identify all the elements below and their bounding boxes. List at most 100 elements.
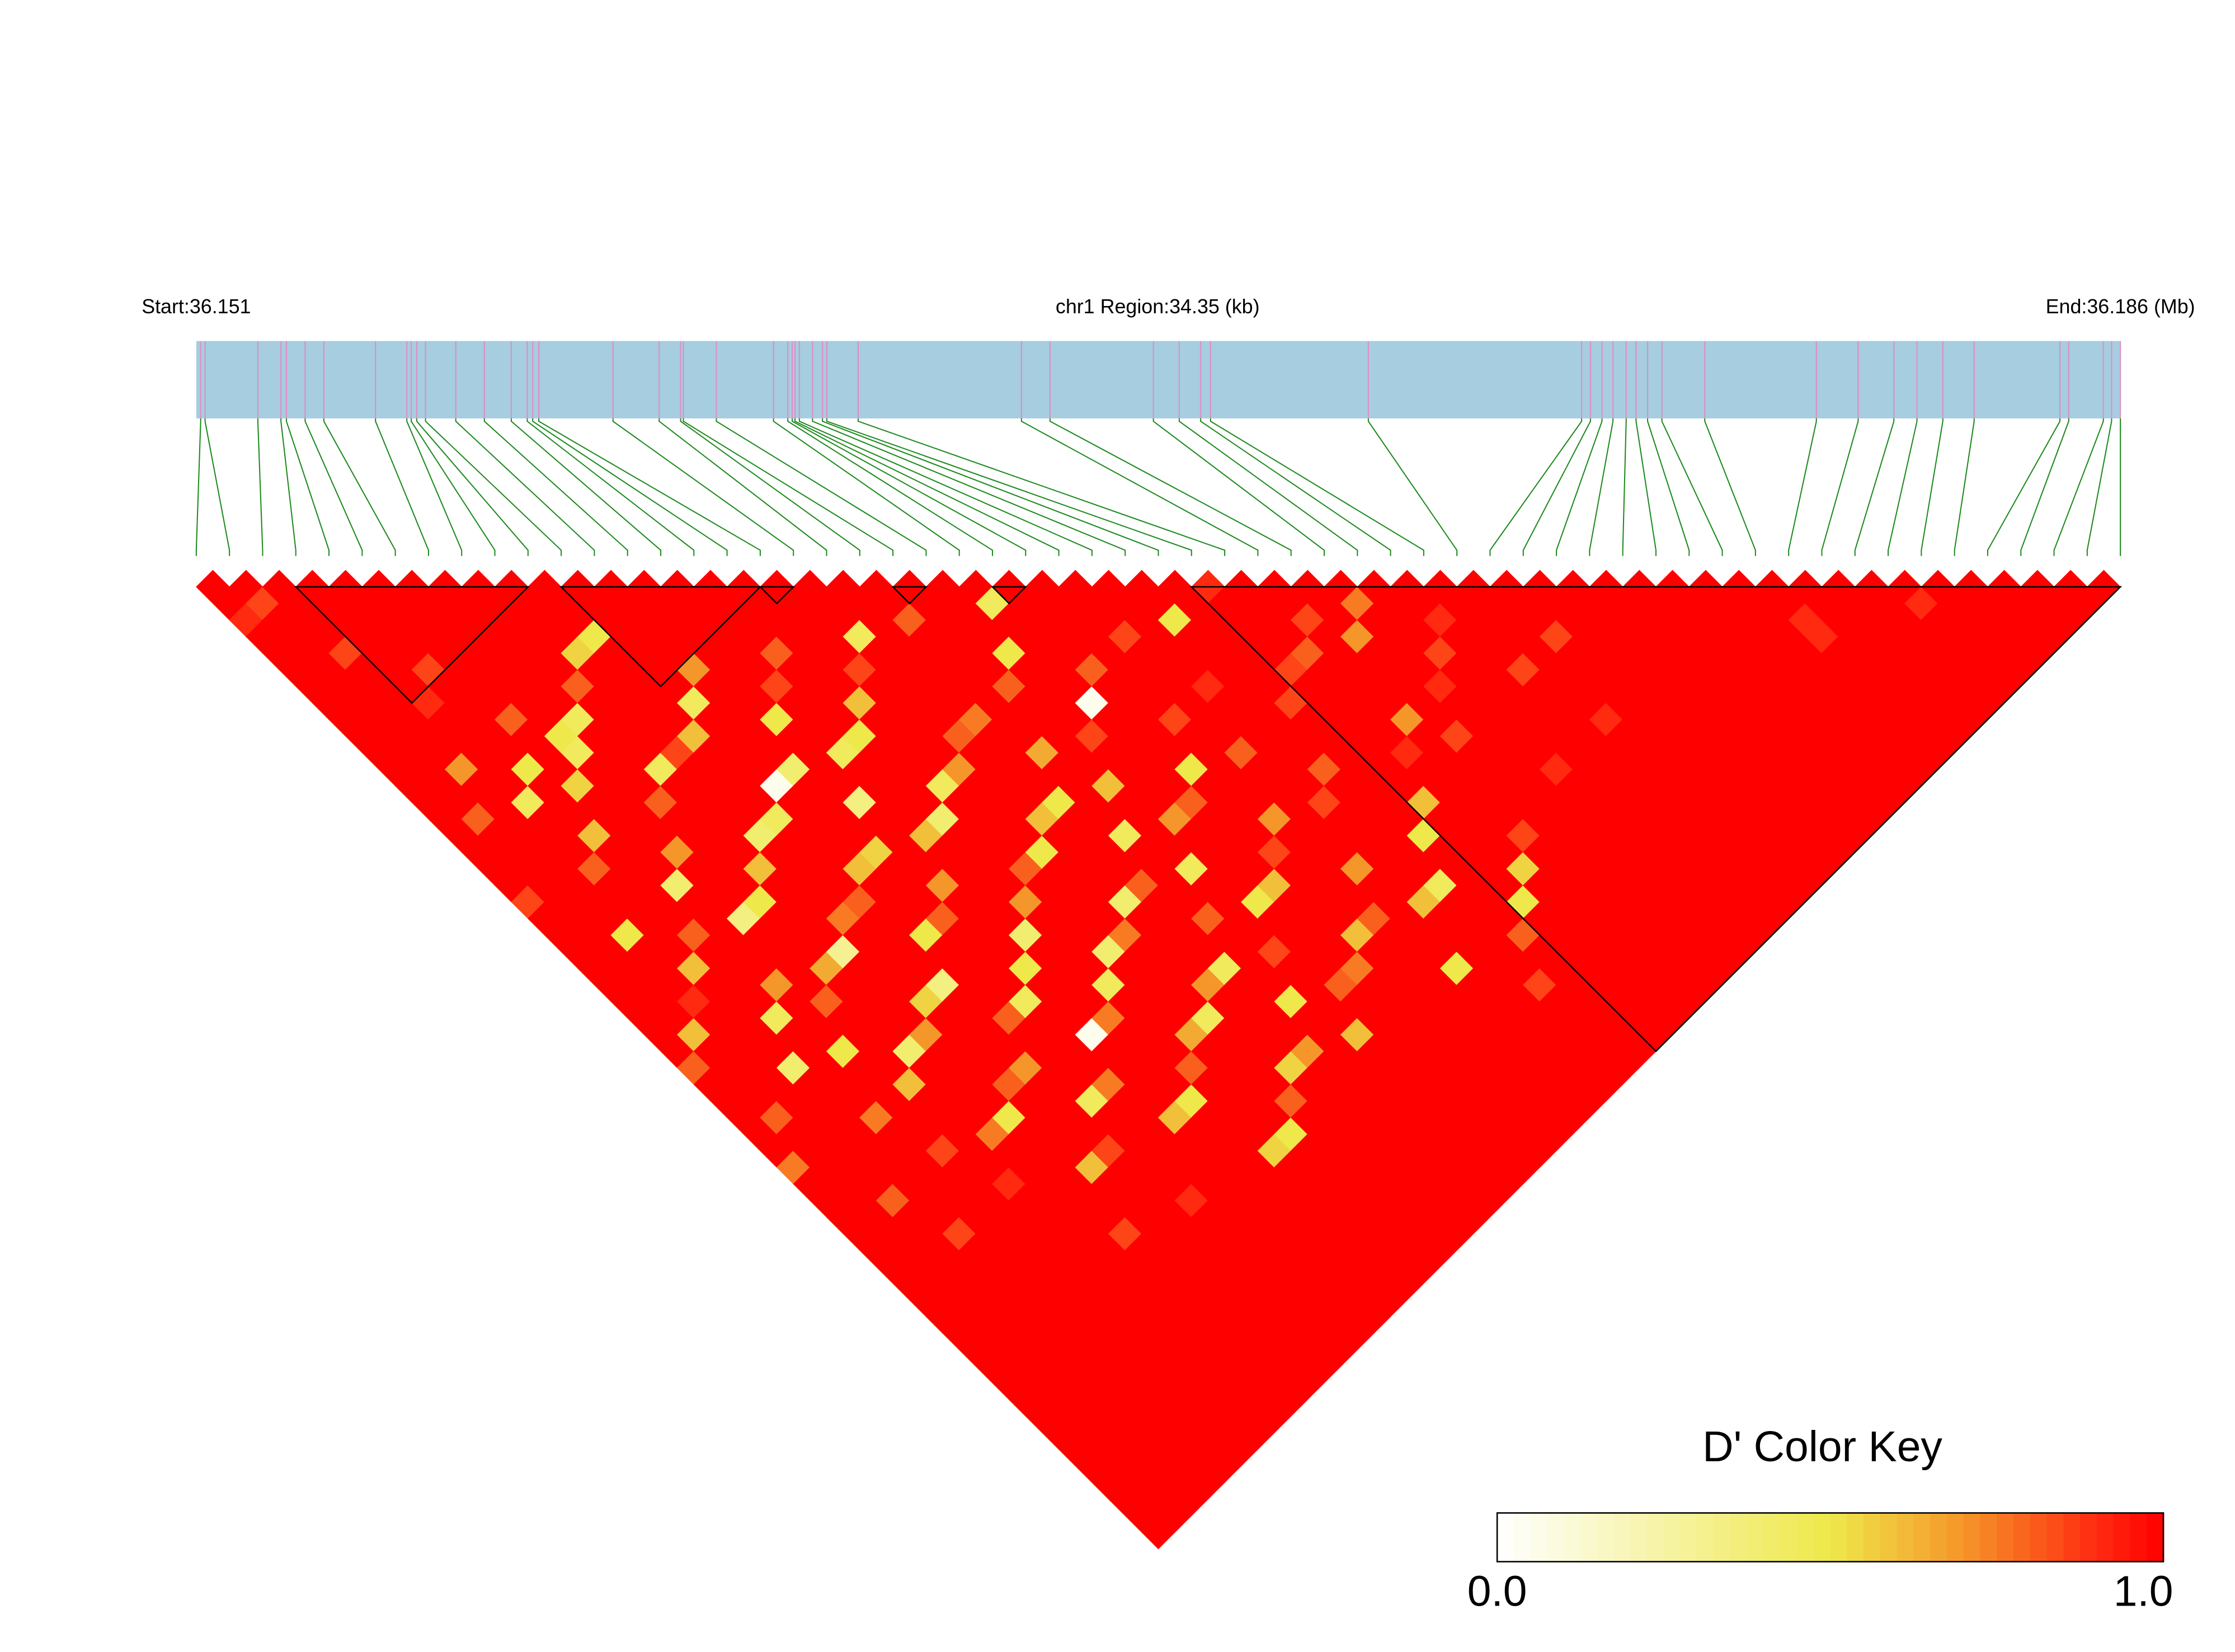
snp-connector (1635, 418, 1657, 556)
color-key-band (1980, 1513, 1998, 1562)
snp-connector (680, 418, 860, 556)
color-key-band (1630, 1513, 1648, 1562)
color-key-band (1547, 1513, 1565, 1562)
color-key-band (2013, 1513, 2031, 1562)
color-key-band (1580, 1513, 1598, 1562)
snp-connector (1200, 418, 1391, 556)
snp-connector (792, 418, 1027, 556)
color-key-band (2046, 1513, 2064, 1562)
snp-connector (1152, 418, 1325, 556)
color-key-frame (1496, 1512, 2165, 1562)
snp-connector (1954, 418, 1975, 556)
color-key-band (1813, 1513, 1831, 1562)
color-key-tick-label: 0.0 (1467, 1568, 1527, 1616)
snp-connector (794, 418, 1060, 556)
color-key-band (1597, 1513, 1615, 1562)
snp-connector (257, 418, 264, 556)
snp-connector (773, 418, 960, 556)
color-key-band (1864, 1513, 1881, 1562)
snp-connector (280, 418, 297, 556)
snp-connector (822, 418, 1159, 556)
snp-connector (1921, 418, 1944, 556)
snp-connector (1020, 418, 1259, 556)
color-key-tick-label: 1.0 (2114, 1568, 2173, 1616)
color-key-band (1913, 1513, 1931, 1562)
snp-connector (658, 418, 827, 556)
snp-connector (375, 418, 429, 556)
color-key-band (1946, 1513, 1964, 1562)
color-key-band (1564, 1513, 1582, 1562)
start-label: Start:36.151 (142, 295, 251, 318)
snp-connector (1556, 418, 1603, 556)
color-key-band (1747, 1513, 1765, 1562)
snp-connector (826, 418, 1192, 556)
color-key-band (1714, 1513, 1731, 1562)
snp-connector (1704, 418, 1756, 556)
color-key-band (1730, 1513, 1748, 1562)
color-key-band (1847, 1513, 1865, 1562)
snp-connector (798, 418, 1093, 556)
color-key-band (2096, 1513, 2114, 1562)
color-key-band (1513, 1513, 1531, 1562)
color-key-band (1897, 1513, 1914, 1562)
snp-connector (1788, 418, 1817, 556)
color-key-band (2080, 1513, 2098, 1562)
snp-connector (1489, 418, 1583, 556)
region-label: chr1 Region:34.35 (kb) (1056, 295, 1260, 318)
snp-connector (1367, 418, 1458, 556)
color-key-title: D' Color Key (1702, 1423, 1942, 1471)
color-key-band (1697, 1513, 1715, 1562)
snp-connector (416, 418, 529, 556)
color-key-band (1613, 1513, 1631, 1562)
color-key-band (2147, 1513, 2165, 1562)
color-key-band (2063, 1513, 2081, 1562)
snp-connector (195, 418, 201, 556)
snp-connector (1647, 418, 1690, 556)
snp-connector (538, 418, 761, 556)
ld-block (891, 586, 928, 605)
snp-connector (532, 418, 728, 556)
snp-connector (204, 418, 230, 556)
snp-connector (304, 418, 363, 556)
snp-connector (411, 418, 496, 556)
snp-connector (1821, 418, 1859, 556)
color-key-band (1663, 1513, 1681, 1562)
snp-connector (1854, 418, 1895, 556)
snp-connector (683, 418, 894, 556)
snp-connector (1888, 418, 1918, 556)
color-key-band (2113, 1513, 2131, 1562)
snp-connector (612, 418, 794, 556)
snp-connector (787, 418, 994, 556)
end-label: End:36.186 (Mb) (2046, 295, 2195, 318)
ld-block (1189, 586, 2123, 1053)
snp-connector (1049, 418, 1292, 556)
snp-connector (510, 418, 662, 556)
color-key-band (1880, 1513, 1898, 1562)
color-key-band (1530, 1513, 1548, 1562)
snp-connector (483, 418, 628, 556)
color-key-band (1930, 1513, 1948, 1562)
color-key-band (2030, 1513, 2048, 1562)
color-key-band (1830, 1513, 1848, 1562)
ld-block (294, 586, 530, 704)
snp-connector (323, 418, 396, 556)
snp-connector (2020, 418, 2069, 556)
snp-connector (2053, 418, 2104, 556)
snp-connector (1178, 418, 1358, 556)
snp-connector (1622, 418, 1627, 556)
color-key-band (1780, 1513, 1798, 1562)
snp-connector (857, 418, 1226, 556)
ld-block (559, 586, 763, 688)
color-key-band (1963, 1513, 1981, 1562)
snp-connector (455, 418, 595, 556)
color-key-band (2130, 1513, 2148, 1562)
ld-block (758, 586, 796, 605)
snp-connector (1589, 418, 1614, 556)
color-key-band (1997, 1513, 2015, 1562)
color-key-band (1647, 1513, 1665, 1562)
snp-connector (285, 418, 330, 556)
color-key-band (1763, 1513, 1781, 1562)
snp-bar (196, 341, 2121, 418)
